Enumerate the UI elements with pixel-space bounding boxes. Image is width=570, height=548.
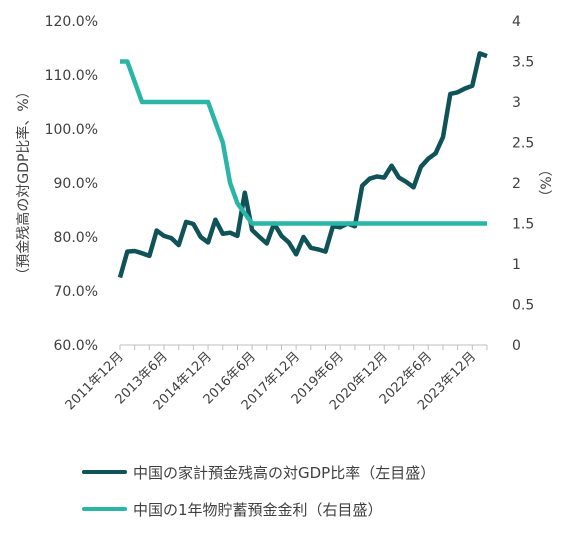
y-right-tick-label: 3.5 <box>512 55 534 71</box>
y-left-axis-title: （預金残高の対GDP比率、%） <box>15 84 32 281</box>
series-line-household-deposit-ratio <box>117 51 488 279</box>
y-right-tick-label: 2 <box>512 176 521 192</box>
y-right-tick-label: 2.5 <box>512 136 534 152</box>
y-right-tick-label: 4 <box>512 14 521 30</box>
y-left-tick-label: 70.0% <box>54 284 98 300</box>
y-right-tick-label: 0 <box>512 338 521 354</box>
y-left-tick-label: 80.0% <box>54 230 98 246</box>
y-left-tick-label: 90.0% <box>54 176 98 192</box>
y-left-tick-label: 100.0% <box>45 122 98 138</box>
x-tick-label: 2011年12月 <box>63 349 127 413</box>
series-line-deposit-rate <box>120 59 487 226</box>
y-left-tick-label: 120.0% <box>45 14 98 30</box>
y-left-tick-label: 110.0% <box>45 68 98 84</box>
y-right-tick-label: 1.5 <box>512 217 534 233</box>
y-left-tick-label: 60.0% <box>54 338 98 354</box>
y-right-tick-label: 0.5 <box>512 298 534 314</box>
y-right-axis-title: （%） <box>539 162 555 203</box>
series-layer <box>117 51 488 279</box>
y-right-tick-label: 1 <box>512 257 521 273</box>
y-right-tick-label: 3 <box>512 95 521 111</box>
axes-layer <box>119 344 488 350</box>
